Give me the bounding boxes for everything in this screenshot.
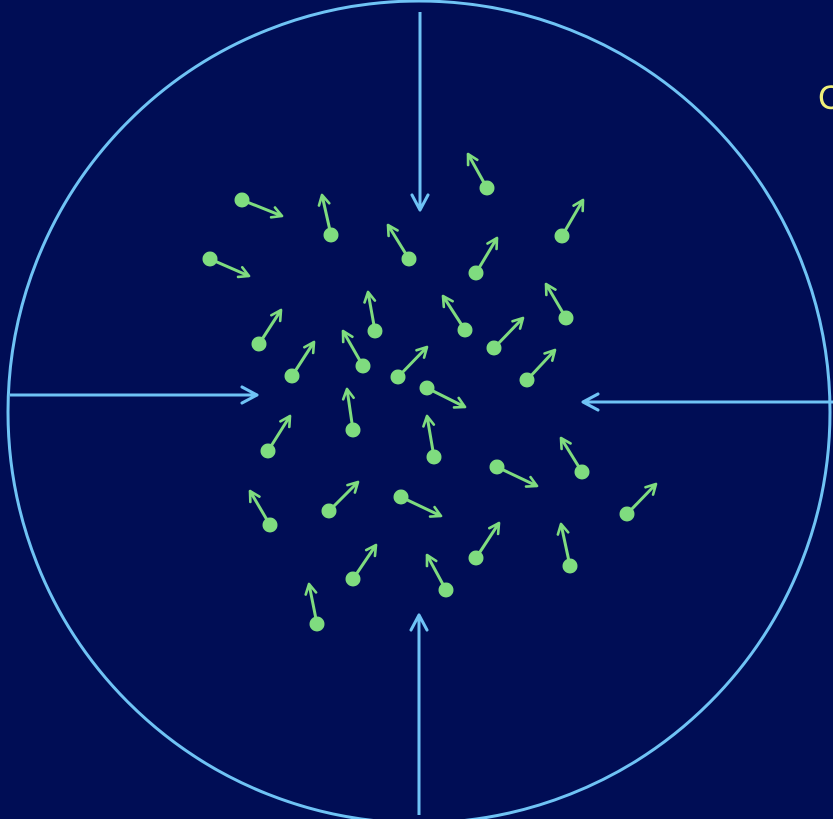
particle-dot [262, 517, 278, 533]
particle-dot [562, 558, 578, 574]
particle-dot [309, 616, 325, 632]
particle-dot [486, 340, 502, 356]
particle-dot [390, 369, 406, 385]
container-boundary-circle [6, 0, 832, 819]
gas-particle [468, 521, 501, 566]
particle-dot [489, 459, 505, 475]
particle-dot [468, 550, 484, 566]
gas-particle [341, 387, 361, 438]
particle-dot [284, 368, 300, 384]
gas-particle [556, 522, 578, 574]
gas-particle [321, 480, 360, 519]
gas-particle [422, 414, 442, 465]
gas-particle [554, 198, 585, 244]
particle-dot [519, 372, 535, 388]
gas-particle [260, 414, 292, 459]
gas-particle [363, 290, 383, 339]
particle-dot [479, 180, 495, 196]
gas-particle [441, 294, 473, 338]
gas-particle [619, 482, 658, 522]
gas-particle [419, 380, 467, 409]
gas-particle [251, 308, 283, 352]
gas-particle [248, 489, 278, 533]
gas-particle [317, 193, 339, 243]
gas-particle [559, 436, 590, 480]
gas-particle [345, 543, 378, 587]
particle-dot [345, 571, 361, 587]
gas-particle [425, 553, 454, 598]
particle-dot [345, 422, 361, 438]
particle-dot [234, 192, 250, 208]
gas-particle [519, 348, 557, 388]
gas-particle [386, 223, 417, 267]
particle-dot [202, 251, 218, 267]
particle-dot [401, 251, 417, 267]
gas-particle [393, 489, 443, 518]
particle-dot [468, 265, 484, 281]
gas-particle [202, 251, 251, 279]
gas-particle [466, 152, 495, 196]
gas-particle [544, 282, 574, 326]
gas-particle [341, 329, 371, 374]
gas-particle [468, 236, 499, 281]
gas-particles [202, 152, 658, 632]
particle-dot [619, 506, 635, 522]
particle-dot [574, 464, 590, 480]
clipped-label-text: C [818, 79, 833, 117]
particle-dot [321, 503, 337, 519]
particle-dot [251, 336, 267, 352]
particle-dot [419, 380, 435, 396]
gas-particle [234, 192, 284, 219]
particle-dot [367, 323, 383, 339]
particle-dot [438, 582, 454, 598]
gas-particle [304, 582, 325, 632]
particle-dot [323, 227, 339, 243]
gas-particle [489, 459, 539, 488]
particle-dot [457, 322, 473, 338]
particle-dot [260, 443, 276, 459]
particle-dot [355, 358, 371, 374]
particle-dot [393, 489, 409, 505]
particle-dot [554, 228, 570, 244]
gas-particle [486, 316, 525, 356]
particle-dot [558, 310, 574, 326]
particle-dot [426, 449, 442, 465]
gas-particle [284, 340, 316, 384]
gas-particle [390, 345, 429, 385]
